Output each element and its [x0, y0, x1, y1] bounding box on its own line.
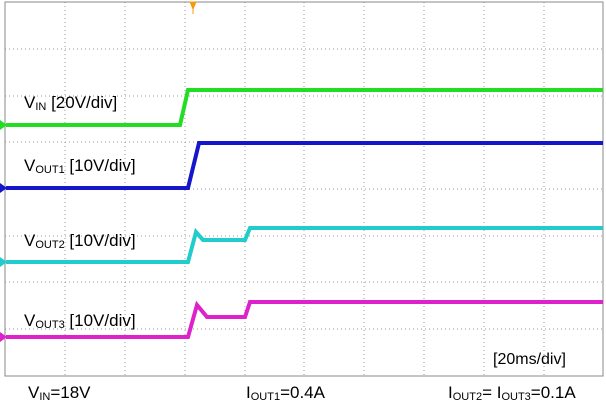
- ch4-marker: [0, 332, 7, 342]
- text: =0.1A: [530, 383, 576, 402]
- text-sub: OUT2: [452, 391, 483, 403]
- text: =0.4A: [280, 383, 325, 402]
- trace-label: VIN [20V/div]: [24, 94, 117, 113]
- timebase: [20ms/div]: [493, 351, 566, 368]
- trace-vin: [6, 88, 603, 127]
- text: V: [28, 383, 40, 402]
- label-sub: OUT2: [35, 239, 65, 251]
- footer-iout1: IOUT1=0.4A: [246, 384, 325, 403]
- label-scale: [20V/div]: [51, 93, 118, 112]
- trace-vout1: [6, 141, 603, 190]
- label-main: V: [24, 156, 36, 175]
- label-scale: [10V/div]: [69, 156, 136, 175]
- label-main: V: [24, 231, 36, 250]
- text: I: [246, 383, 251, 402]
- label-scale: [10V/div]: [69, 311, 136, 330]
- text: = I: [482, 383, 502, 402]
- footer-vin: VIN=18V: [28, 384, 91, 403]
- label-sub: IN: [35, 101, 47, 113]
- trace-label: VOUT3 [10V/div]: [24, 312, 136, 331]
- text-sub: OUT3: [501, 391, 531, 403]
- trace-label: VOUT2 [10V/div]: [24, 232, 136, 251]
- ch2-marker: [0, 183, 7, 193]
- trace-vout3: [6, 300, 603, 339]
- footer-iout23: IOUT2= IOUT3=0.1A: [448, 384, 576, 403]
- text-sub: OUT1: [250, 391, 281, 403]
- trigger-marker: [189, 1, 197, 14]
- text-sub: IN: [39, 391, 51, 403]
- label-sub: OUT3: [35, 319, 65, 331]
- trace-label: VOUT1 [10V/div]: [24, 157, 136, 176]
- text: I: [448, 383, 453, 402]
- label-scale: [10V/div]: [69, 231, 136, 250]
- ch1-marker: [0, 120, 7, 130]
- trace-vout2: [6, 226, 603, 264]
- label-main: V: [24, 311, 36, 330]
- ch3-marker: [0, 257, 7, 267]
- label-main: V: [24, 93, 36, 112]
- text: =18V: [50, 383, 91, 402]
- label-sub: OUT1: [35, 164, 65, 176]
